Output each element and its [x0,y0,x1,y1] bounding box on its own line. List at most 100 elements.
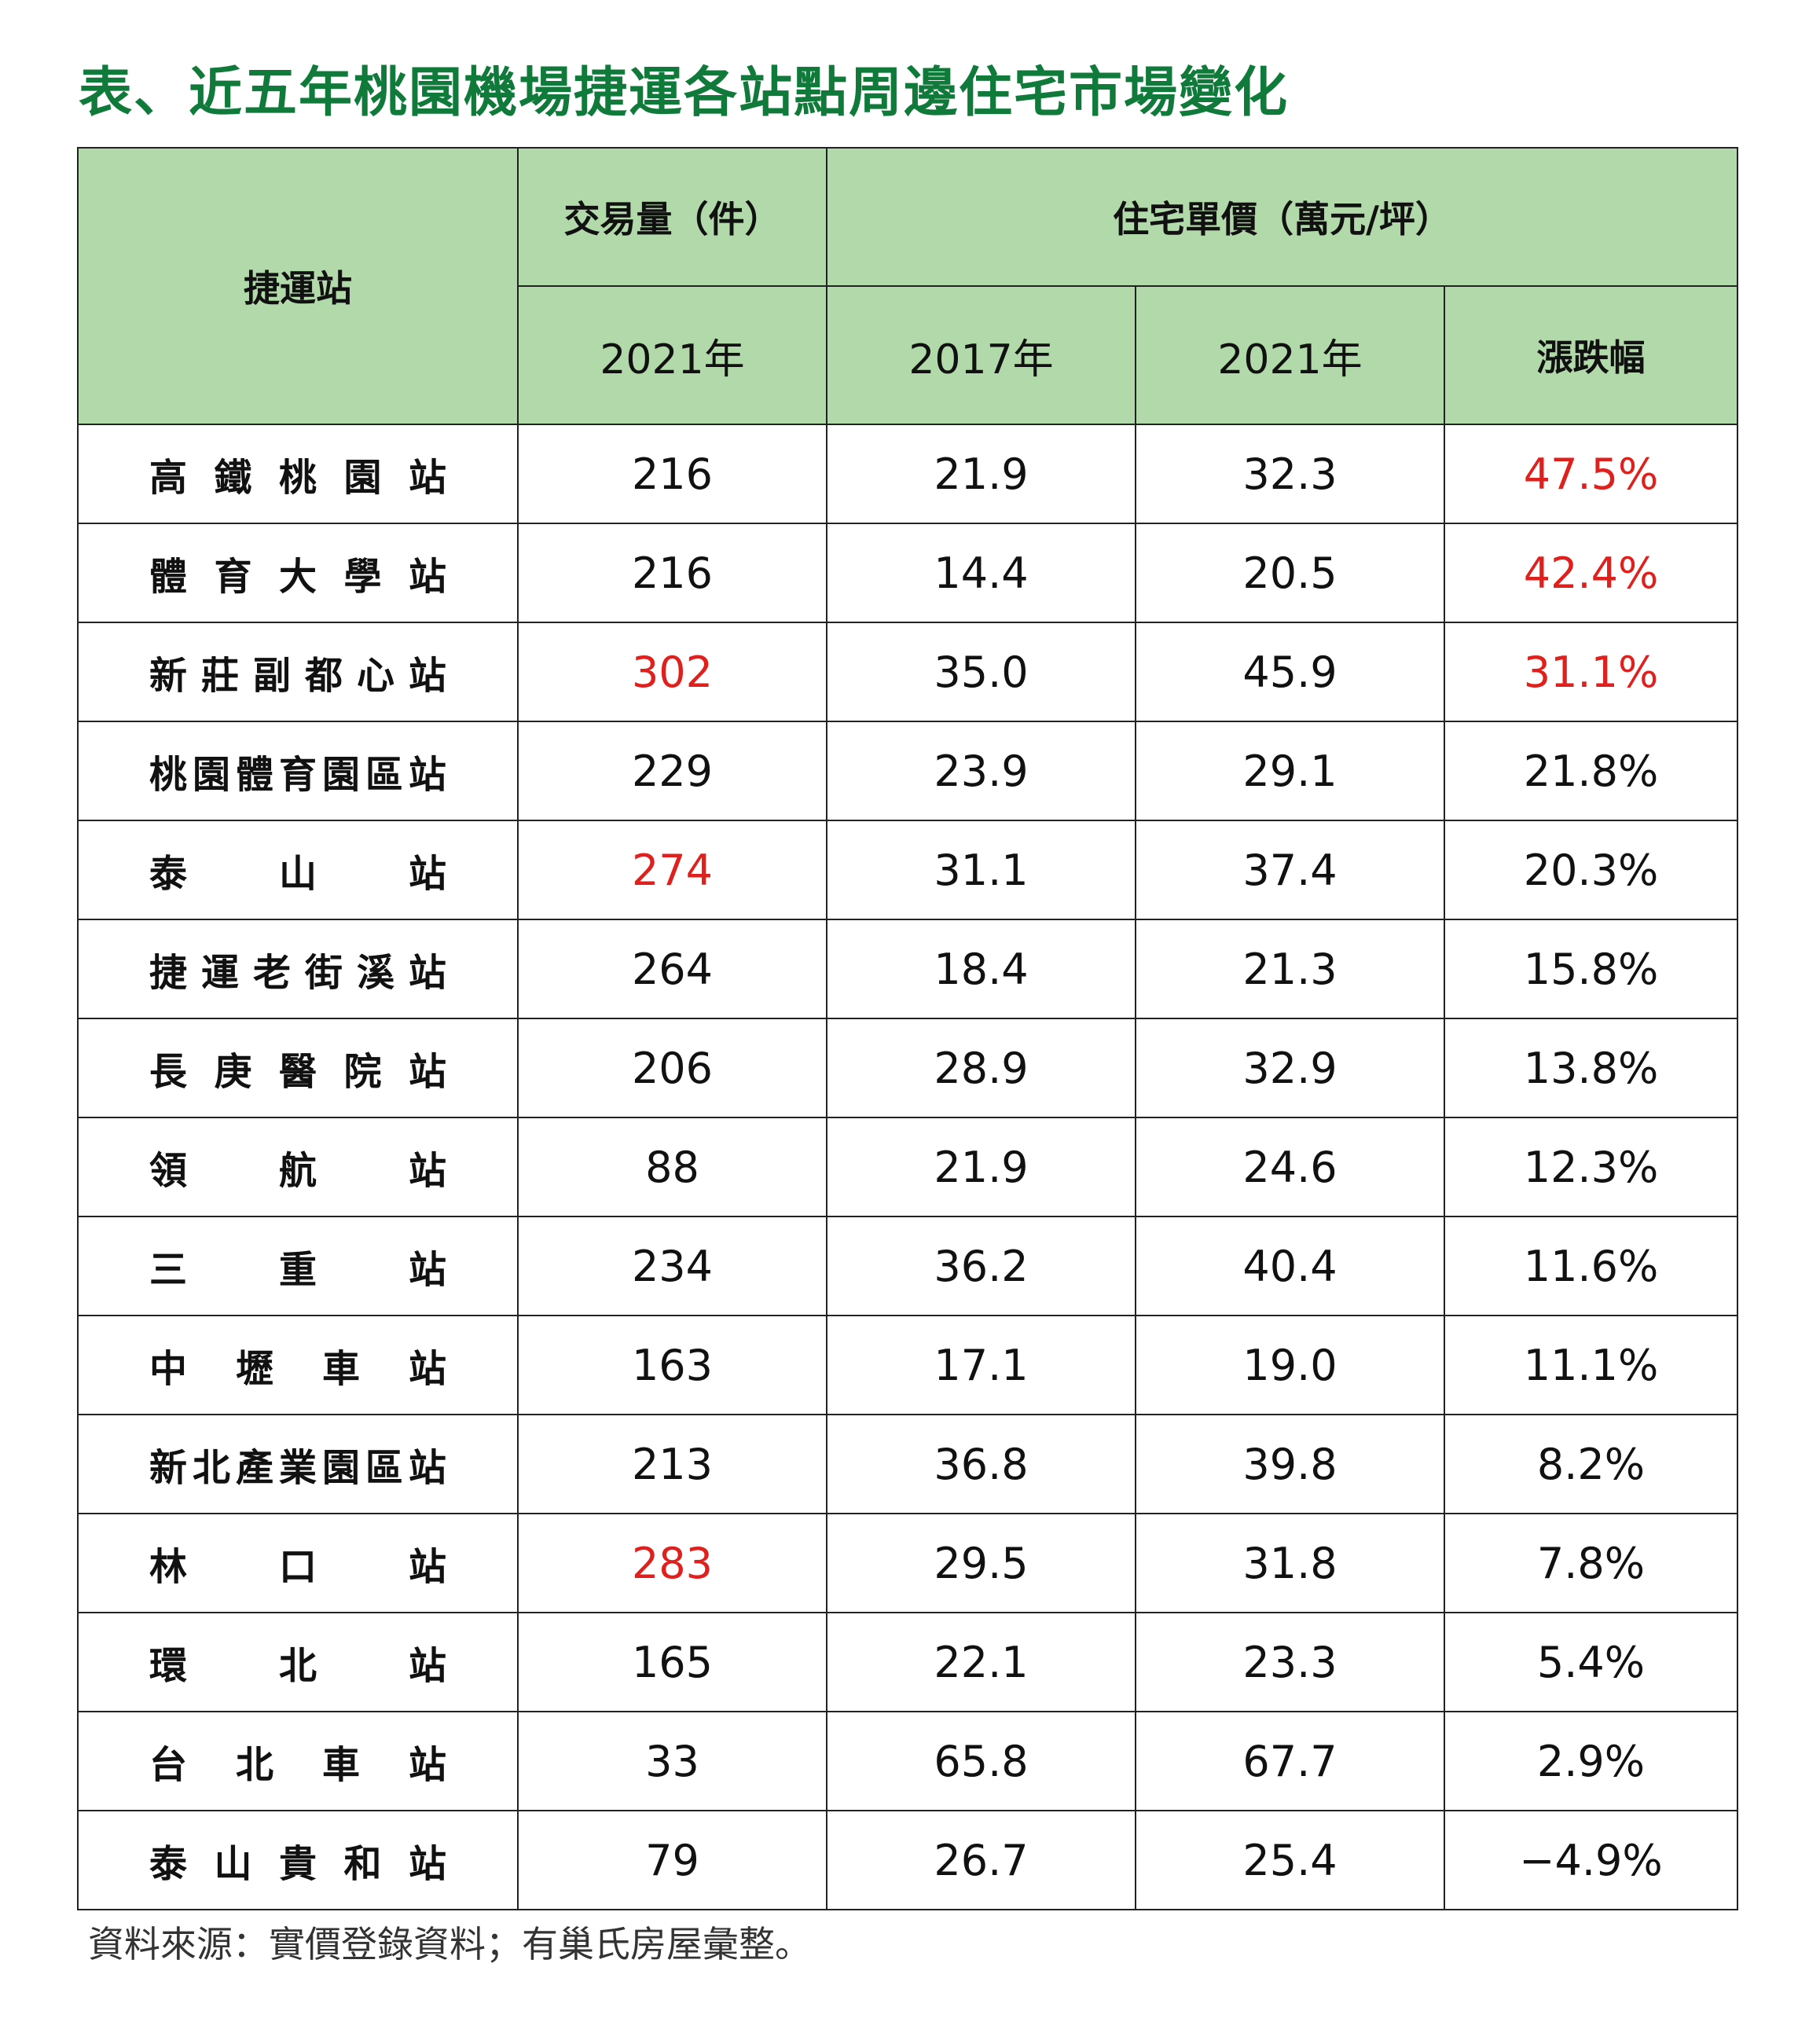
volume-cell: 234 [517,1216,827,1316]
price-2017-cell: 21.9 [826,424,1136,524]
station-housing-table: 捷運站 交易量（件） 住宅單價（萬元/坪） 2021年 2017年 2021年 … [77,147,1738,1910]
station-name: 台北車站 [149,1743,446,1787]
station-cell: 泰山站 [77,820,519,920]
table-row: 捷運老街溪站 264 18.4 21.3 15.8% [77,919,1738,1019]
header-price-year-2021: 2021年 [1135,285,1445,425]
volume-cell: 274 [517,820,827,920]
price-2017-cell: 26.7 [826,1810,1136,1910]
station-name: 泰山站 [149,852,446,896]
price-2017-cell: 22.1 [826,1612,1136,1712]
table-row: 新北產業園區站 213 36.8 39.8 8.2% [77,1414,1738,1514]
price-2017-cell: 31.1 [826,820,1136,920]
station-cell: 環北站 [77,1612,519,1712]
header-price-year-2017: 2017年 [826,285,1136,425]
change-cell: 8.2% [1444,1414,1738,1514]
station-name: 三重站 [149,1248,446,1292]
station-cell: 桃園體育園區站 [77,721,519,821]
price-2017-cell: 17.1 [826,1315,1136,1415]
change-cell: 11.1% [1444,1315,1738,1415]
price-2017-cell: 36.2 [826,1216,1136,1316]
volume-cell: 163 [517,1315,827,1415]
price-2021-cell: 37.4 [1135,820,1445,920]
table-row: 中壢車站 163 17.1 19.0 11.1% [77,1315,1738,1415]
price-2017-cell: 65.8 [826,1711,1136,1811]
price-2021-cell: 23.3 [1135,1612,1445,1712]
station-cell: 台北車站 [77,1711,519,1811]
header-price-group: 住宅單價（萬元/坪） [826,147,1738,287]
price-2021-cell: 19.0 [1135,1315,1445,1415]
price-2021-cell: 39.8 [1135,1414,1445,1514]
station-cell: 林口站 [77,1513,519,1613]
station-cell: 中壢車站 [77,1315,519,1415]
station-cell: 泰山貴和站 [77,1810,519,1910]
change-cell: 12.3% [1444,1117,1738,1217]
volume-cell: 88 [517,1117,827,1217]
price-2021-cell: 45.9 [1135,622,1445,722]
volume-cell: 33 [517,1711,827,1811]
price-2017-cell: 36.8 [826,1414,1136,1514]
station-name: 高鐵桃園站 [149,456,446,500]
price-2017-cell: 21.9 [826,1117,1136,1217]
change-cell: 31.1% [1444,622,1738,722]
station-name: 環北站 [149,1644,446,1688]
header-row-1: 捷運站 交易量（件） 住宅單價（萬元/坪） [77,147,1738,425]
change-cell: 20.3% [1444,820,1738,920]
header-row-2: 2021年 2017年 2021年 漲跌幅 [78,285,1738,425]
station-cell: 新莊副都心站 [77,622,519,722]
change-cell: 21.8% [1444,721,1738,821]
price-2017-cell: 35.0 [826,622,1136,722]
price-2021-cell: 67.7 [1135,1711,1445,1811]
price-2021-cell: 25.4 [1135,1810,1445,1910]
change-cell: 11.6% [1444,1216,1738,1316]
price-2021-cell: 31.8 [1135,1513,1445,1613]
change-cell: −4.9% [1444,1810,1738,1910]
volume-cell: 264 [517,919,827,1019]
change-cell: 5.4% [1444,1612,1738,1712]
station-cell: 高鐵桃園站 [77,424,519,524]
table-row: 體育大學站 216 14.4 20.5 42.4% [77,523,1738,623]
change-cell: 13.8% [1444,1018,1738,1118]
change-cell: 7.8% [1444,1513,1738,1613]
table-row: 泰山貴和站 79 26.7 25.4 −4.9% [77,1810,1738,1910]
station-cell: 體育大學站 [77,523,519,623]
page-title: 表、近五年桃園機場捷運各站點周邊住宅市場變化 [79,62,1290,124]
volume-cell: 165 [517,1612,827,1712]
price-2017-cell: 29.5 [826,1513,1136,1613]
header-volume-group: 交易量（件） [517,147,827,287]
station-name: 新莊副都心站 [149,654,446,698]
table-row: 三重站 234 36.2 40.4 11.6% [77,1216,1738,1316]
volume-cell: 213 [517,1414,827,1514]
station-name: 中壢車站 [149,1347,446,1391]
price-2017-cell: 23.9 [826,721,1136,821]
price-2017-cell: 28.9 [826,1018,1136,1118]
change-cell: 42.4% [1444,523,1738,623]
station-cell: 新北產業園區站 [77,1414,519,1514]
volume-cell: 302 [517,622,827,722]
price-2021-cell: 21.3 [1135,919,1445,1019]
volume-cell: 216 [517,424,827,524]
header-change: 漲跌幅 [1444,285,1738,425]
price-2017-cell: 18.4 [826,919,1136,1019]
price-2021-cell: 40.4 [1135,1216,1445,1316]
price-2021-cell: 20.5 [1135,523,1445,623]
volume-cell: 229 [517,721,827,821]
table-row: 環北站 165 22.1 23.3 5.4% [77,1612,1738,1712]
price-2017-cell: 14.4 [826,523,1136,623]
station-cell: 領航站 [77,1117,519,1217]
volume-cell: 283 [517,1513,827,1613]
table-row: 領航站 88 21.9 24.6 12.3% [77,1117,1738,1217]
station-name: 體育大學站 [149,555,446,599]
header-station: 捷運站 [77,147,519,425]
table-row: 林口站 283 29.5 31.8 7.8% [77,1513,1738,1613]
table-row: 台北車站 33 65.8 67.7 2.9% [77,1711,1738,1811]
station-name: 桃園體育園區站 [149,753,446,797]
station-name: 林口站 [149,1545,446,1589]
station-cell: 捷運老街溪站 [77,919,519,1019]
volume-cell: 216 [517,523,827,623]
table-row: 新莊副都心站 302 35.0 45.9 31.1% [77,622,1738,722]
change-cell: 2.9% [1444,1711,1738,1811]
change-cell: 15.8% [1444,919,1738,1019]
station-name: 長庚醫院站 [149,1050,446,1094]
price-2021-cell: 32.3 [1135,424,1445,524]
station-cell: 三重站 [77,1216,519,1316]
